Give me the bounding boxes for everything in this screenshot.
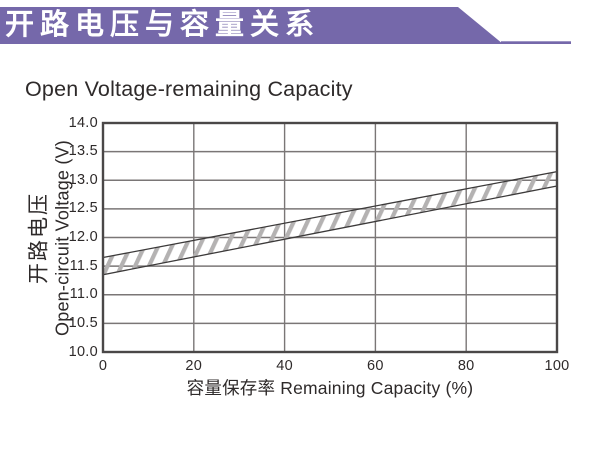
y-tick-label: 13.5 [68,143,98,160]
x-tick-label: 0 [98,358,108,374]
y-tick-label: 10.0 [68,343,98,360]
x-tick-label: 80 [457,358,475,374]
y-tick-label: 10.5 [68,314,98,331]
y-tick-label: 11.0 [69,286,98,303]
banner-shape [0,7,571,44]
banner-title: 开路电压与容量关系 [5,9,321,41]
chart-title: Open Voltage-remaining Capacity [25,77,353,101]
x-tick-label: 40 [276,358,293,374]
y-tick-label: 12.0 [68,229,98,245]
x-tick-label: 60 [367,358,384,374]
y-axis-label-cn: 开路电压 [27,192,51,285]
y-tick-label: 13.0 [68,171,98,188]
x-tick-label: 100 [544,358,570,374]
x-axis-label: 容量保存率 Remaining Capacity (%) [186,378,474,398]
y-tick-label: 11.5 [69,257,98,274]
y-tick-label: 12.5 [68,200,98,217]
y-tick-label: 14.0 [68,114,98,131]
chart-plot-area [101,121,559,354]
voltage-band-chart-svg [101,121,559,354]
header-banner: 开路电压与容量关系 [0,0,600,50]
x-tick-label: 20 [185,358,203,374]
